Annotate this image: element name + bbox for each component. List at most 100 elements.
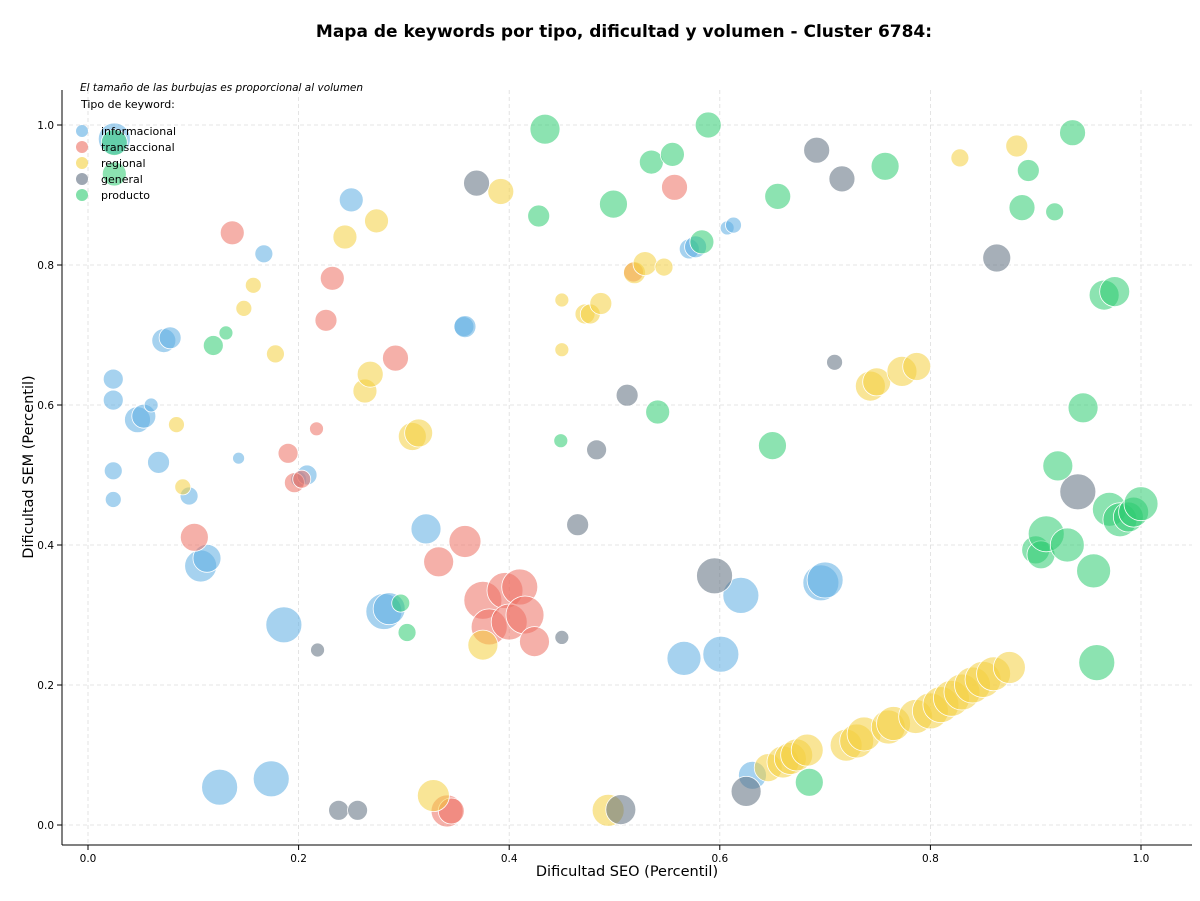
data-point — [254, 244, 274, 264]
data-point — [730, 776, 762, 807]
x-tick-label: 0.4 — [501, 853, 518, 865]
data-point — [423, 546, 455, 578]
legend-label: producto — [101, 189, 150, 202]
y-axis-ticks: 0.0 0.2 0.4 0.6 0.8 1.0 — [37, 120, 62, 832]
data-point — [463, 169, 490, 197]
data-point — [758, 431, 787, 461]
data-point — [102, 368, 124, 390]
data-point — [102, 389, 124, 411]
series-general — [310, 136, 1097, 825]
data-point — [1078, 644, 1116, 681]
data-point — [104, 491, 122, 508]
y-tick-label: 0.2 — [37, 680, 54, 692]
data-point — [666, 641, 702, 676]
data-point — [794, 767, 824, 797]
data-point — [364, 208, 389, 234]
data-point — [319, 265, 345, 291]
data-point — [1076, 553, 1112, 589]
data-point — [694, 111, 722, 139]
data-point — [696, 557, 733, 595]
data-point — [448, 525, 482, 558]
data-point — [519, 626, 550, 657]
axes — [61, 90, 1192, 846]
data-point — [404, 418, 434, 448]
data-point — [645, 399, 671, 425]
legend-marker — [76, 141, 88, 153]
x-axis-ticks: 0.0 0.2 0.4 0.6 0.8 1.0 — [80, 845, 1149, 865]
data-point — [201, 768, 239, 806]
data-point — [1059, 473, 1097, 511]
data-point — [870, 151, 900, 181]
data-point — [1008, 194, 1036, 222]
data-point — [100, 129, 128, 156]
y-tick-label: 0.6 — [37, 400, 54, 412]
data-point — [660, 141, 685, 167]
data-point — [328, 799, 350, 821]
data-point — [722, 577, 760, 614]
data-point — [1059, 119, 1086, 147]
data-point — [803, 136, 831, 164]
legend-marker — [76, 189, 88, 201]
data-point — [1042, 450, 1074, 482]
legend-marker — [76, 125, 88, 137]
data-point — [1016, 159, 1040, 182]
data-point — [554, 292, 570, 308]
data-point — [982, 243, 1012, 273]
x-tick-label: 0.6 — [711, 853, 728, 865]
legend-label: regional — [101, 157, 146, 170]
data-point — [589, 292, 613, 315]
data-point — [158, 326, 182, 350]
data-point — [143, 397, 159, 413]
legend-label: general — [101, 173, 143, 186]
legend-item-regional: regional — [76, 157, 146, 170]
data-point — [218, 325, 234, 341]
data-point — [529, 113, 561, 145]
data-point — [661, 173, 688, 201]
data-point — [252, 760, 290, 798]
data-point — [992, 651, 1026, 684]
data-point — [902, 352, 932, 381]
data-point — [416, 779, 450, 812]
legend-label: transaccional — [101, 141, 175, 154]
data-point — [147, 450, 170, 474]
data-point — [347, 799, 368, 821]
data-point — [277, 442, 299, 464]
y-axis-label: Dificultad SEM (Percentil) — [21, 375, 37, 558]
data-point — [553, 433, 569, 449]
data-point — [266, 344, 285, 364]
legend-item-informacional: informacional — [76, 125, 176, 138]
data-point — [1067, 392, 1099, 424]
data-point — [826, 353, 843, 371]
data-point — [566, 513, 590, 537]
data-point — [179, 522, 209, 552]
data-point — [638, 149, 664, 175]
legend-label: informacional — [101, 125, 176, 138]
x-tick-label: 0.8 — [922, 853, 939, 865]
data-point — [632, 251, 658, 277]
y-tick-label: 0.4 — [37, 540, 54, 552]
data-point — [219, 220, 245, 246]
data-point — [806, 561, 844, 599]
y-tick-label: 1.0 — [37, 120, 54, 132]
data-point — [1123, 486, 1159, 522]
data-point — [702, 635, 740, 673]
data-point — [487, 178, 515, 205]
data-point — [265, 606, 303, 644]
data-point — [654, 257, 674, 277]
data-point — [599, 189, 628, 219]
data-point — [314, 308, 338, 332]
data-point — [527, 204, 551, 228]
series-producto — [100, 111, 1159, 797]
data-point — [605, 794, 637, 825]
y-tick-label: 0.8 — [37, 260, 54, 272]
data-point — [554, 342, 570, 358]
data-point — [338, 187, 364, 213]
data-point — [828, 165, 856, 193]
x-tick-label: 0.0 — [80, 853, 97, 865]
series-regional — [168, 134, 1029, 827]
data-point — [168, 416, 185, 434]
data-point — [202, 335, 224, 356]
legend-marker — [76, 173, 88, 185]
data-point — [192, 543, 222, 573]
data-point — [397, 623, 417, 642]
